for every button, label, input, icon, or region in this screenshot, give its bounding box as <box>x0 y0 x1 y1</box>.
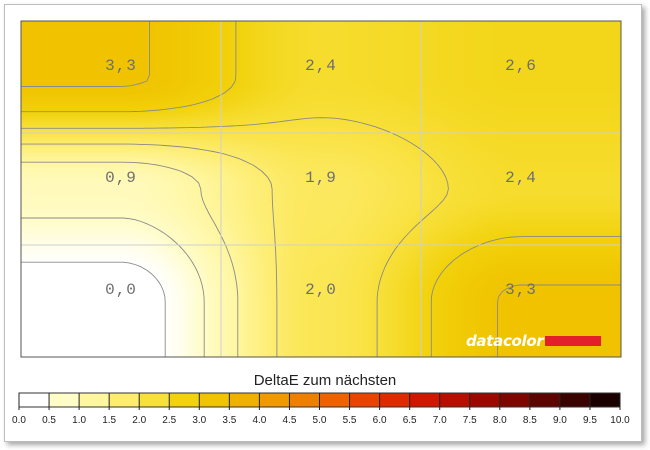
logo-text: datacolor <box>466 332 544 350</box>
colorbar-swatch <box>559 393 591 407</box>
colorbar-swatch <box>589 393 621 407</box>
cell-value-label: 3,3 <box>505 281 537 299</box>
colorbar-tick-label: 5.0 <box>313 415 327 426</box>
contour-line-3 <box>21 161 239 357</box>
colorbar-swatch <box>319 393 350 407</box>
colorbar-swatch <box>49 393 80 407</box>
contour-line-4 <box>21 143 278 357</box>
cell-value-label: 2,0 <box>305 281 337 299</box>
cell-value-label: 2,4 <box>305 57 337 75</box>
colorbar-swatch <box>409 393 440 407</box>
colorbar-swatch <box>469 393 501 407</box>
contour-line-1 <box>21 261 166 357</box>
cell-labels: 3,3 2,4 2,6 0,9 1,9 2,4 0,0 2,0 3,3 <box>105 57 537 299</box>
colorbar-tick-label: 10.0 <box>610 415 630 426</box>
legend-title: DeltaE zum nächsten <box>253 372 397 389</box>
colorbar-swatch <box>79 393 110 407</box>
plot-border <box>20 20 622 358</box>
contour-lines <box>21 21 621 357</box>
heatmap-surface <box>21 21 621 357</box>
colorbar-tick-label: 7.5 <box>463 415 477 426</box>
colorbar-tick-label: 2.5 <box>162 415 176 426</box>
colorbar-tick-label: 3.5 <box>222 415 236 426</box>
cell-value-label: 2,6 <box>505 57 537 75</box>
colorbar-tick-label: 0.0 <box>12 415 26 426</box>
colorbar-swatch <box>229 393 260 407</box>
colorbar-tick-label: 0.5 <box>42 415 56 426</box>
cell-value-label: 0,9 <box>105 169 137 187</box>
datacolor-logo: datacolor <box>466 332 601 350</box>
grid-lines <box>21 21 621 357</box>
colorbar-swatch <box>169 393 200 407</box>
colorbar-tick-label: 9.0 <box>553 415 567 426</box>
contour-line-5 <box>21 117 449 357</box>
cell-value-label: 0,0 <box>105 281 137 299</box>
colorbar-swatch <box>529 393 561 407</box>
colorbar-tick-label: 6.0 <box>373 415 387 426</box>
colorbar-swatch <box>19 393 50 407</box>
colorbar-tick-label: 7.0 <box>433 415 447 426</box>
colorbar-tick-label: 9.5 <box>583 415 597 426</box>
colorbar-tick-label: 8.5 <box>523 415 537 426</box>
colorbar-tick-label: 4.5 <box>282 415 296 426</box>
colorbar-swatch <box>379 393 410 407</box>
contour-line-7 <box>21 21 621 357</box>
colorbar-swatch <box>349 393 380 407</box>
colorbar-swatch <box>109 393 140 407</box>
colorbar-tick-label: 4.0 <box>252 415 266 426</box>
contour-line-2 <box>21 217 205 357</box>
cell-value-label: 2,4 <box>505 169 537 187</box>
colorbar-swatch <box>439 393 471 407</box>
colorbar-tick-label: 8.0 <box>493 415 507 426</box>
colorbar-swatch <box>259 393 290 407</box>
colorbar-swatch <box>499 393 531 407</box>
logo-bar <box>544 336 601 346</box>
contour-line-6 <box>21 21 621 357</box>
colorbar-tick-label: 6.5 <box>403 415 417 426</box>
colorbar-tick-label: 2.0 <box>132 415 146 426</box>
cell-value-label: 3,3 <box>105 57 137 75</box>
colorbar-tick-label: 1.0 <box>72 415 86 426</box>
colorbar-swatch <box>199 393 230 407</box>
colorbar-tick-label: 3.0 <box>192 415 206 426</box>
cell-value-label: 1,9 <box>305 169 337 187</box>
colorbar-swatch <box>289 393 320 407</box>
colorbar-swatch <box>139 393 170 407</box>
colorbar-tick-label: 1.5 <box>102 415 116 426</box>
colorbar-tick-label: 5.5 <box>343 415 357 426</box>
